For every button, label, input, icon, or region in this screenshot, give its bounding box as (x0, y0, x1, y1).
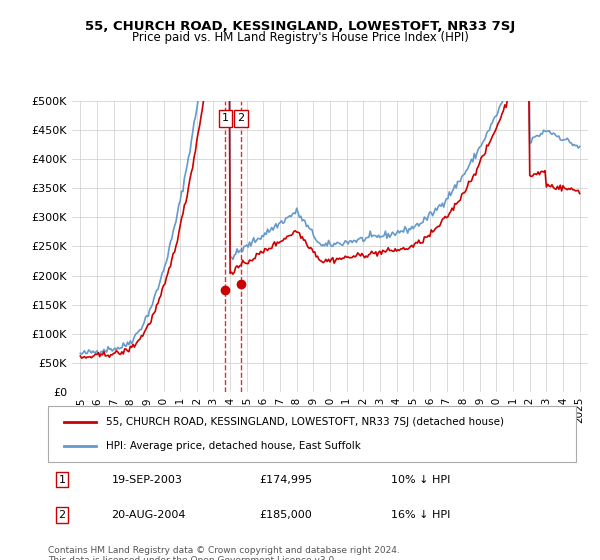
Text: 1: 1 (59, 474, 65, 484)
Text: 2: 2 (59, 510, 65, 520)
Text: 1: 1 (222, 113, 229, 123)
Text: 10% ↓ HPI: 10% ↓ HPI (391, 474, 451, 484)
Text: £185,000: £185,000 (259, 510, 312, 520)
Text: HPI: Average price, detached house, East Suffolk: HPI: Average price, detached house, East… (106, 441, 361, 451)
Text: Price paid vs. HM Land Registry's House Price Index (HPI): Price paid vs. HM Land Registry's House … (131, 31, 469, 44)
Text: 19-SEP-2003: 19-SEP-2003 (112, 474, 182, 484)
Text: 16% ↓ HPI: 16% ↓ HPI (391, 510, 451, 520)
Text: 55, CHURCH ROAD, KESSINGLAND, LOWESTOFT, NR33 7SJ (detached house): 55, CHURCH ROAD, KESSINGLAND, LOWESTOFT,… (106, 417, 504, 427)
Text: 55, CHURCH ROAD, KESSINGLAND, LOWESTOFT, NR33 7SJ: 55, CHURCH ROAD, KESSINGLAND, LOWESTOFT,… (85, 20, 515, 32)
Text: Contains HM Land Registry data © Crown copyright and database right 2024.
This d: Contains HM Land Registry data © Crown c… (48, 546, 400, 560)
Text: 2: 2 (237, 113, 244, 123)
FancyBboxPatch shape (48, 406, 576, 462)
Text: £174,995: £174,995 (259, 474, 313, 484)
Text: 20-AUG-2004: 20-AUG-2004 (112, 510, 186, 520)
